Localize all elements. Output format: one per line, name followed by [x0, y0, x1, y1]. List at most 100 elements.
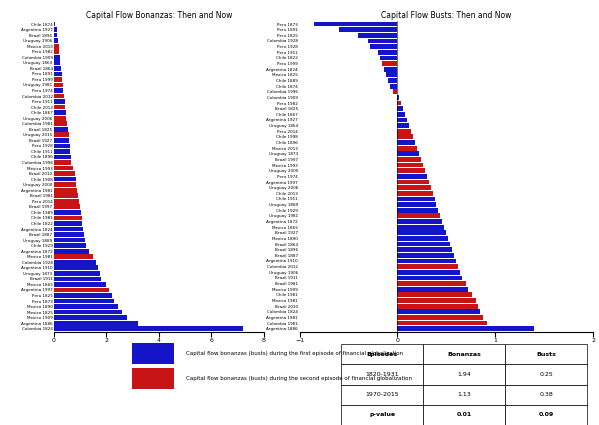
Bar: [397, 247, 452, 252]
Bar: [54, 260, 96, 265]
Bar: [54, 133, 68, 137]
Bar: [54, 249, 89, 254]
Bar: [54, 232, 84, 237]
Bar: [397, 230, 446, 235]
Bar: [314, 22, 397, 26]
Bar: [54, 243, 86, 248]
Bar: [397, 208, 438, 212]
Bar: [370, 44, 397, 49]
Bar: [397, 298, 476, 303]
Bar: [54, 288, 109, 292]
Bar: [132, 368, 174, 389]
Bar: [54, 254, 93, 259]
Bar: [397, 185, 431, 190]
Bar: [54, 110, 66, 115]
Bar: [388, 78, 397, 83]
Bar: [394, 89, 397, 94]
Bar: [397, 242, 450, 246]
Bar: [397, 270, 460, 275]
Bar: [54, 271, 100, 276]
Bar: [54, 155, 71, 159]
Bar: [397, 236, 448, 241]
Bar: [397, 304, 477, 309]
Bar: [54, 38, 58, 43]
Bar: [397, 292, 471, 297]
Bar: [54, 82, 63, 87]
Bar: [397, 275, 462, 281]
Bar: [54, 199, 78, 204]
Bar: [397, 95, 400, 100]
Bar: [54, 277, 101, 281]
Bar: [54, 122, 67, 126]
Bar: [358, 33, 397, 38]
Bar: [54, 221, 82, 226]
Bar: [54, 99, 65, 104]
Bar: [132, 343, 174, 364]
Bar: [54, 310, 122, 314]
Bar: [54, 293, 111, 298]
Bar: [54, 326, 243, 331]
Bar: [397, 174, 426, 179]
Bar: [54, 182, 77, 187]
Bar: [389, 84, 397, 88]
Bar: [54, 238, 85, 242]
Bar: [397, 202, 437, 207]
Bar: [54, 60, 60, 65]
Bar: [386, 72, 397, 77]
Bar: [54, 204, 80, 209]
Bar: [397, 180, 429, 184]
Title: Capital Flow Bonanzas: Then and Now: Capital Flow Bonanzas: Then and Now: [86, 11, 232, 20]
Bar: [54, 160, 71, 165]
Bar: [54, 55, 60, 60]
Bar: [54, 144, 69, 148]
Bar: [54, 210, 81, 215]
Bar: [397, 315, 483, 320]
Bar: [54, 266, 98, 270]
Bar: [397, 326, 534, 331]
Bar: [397, 123, 409, 128]
Bar: [397, 163, 423, 167]
Text: Capital flow bonanzas (busts) during the first episode of financial globalizatio: Capital flow bonanzas (busts) during the…: [186, 351, 403, 356]
Bar: [54, 88, 63, 93]
Bar: [397, 146, 417, 150]
Bar: [54, 149, 70, 154]
Bar: [54, 282, 107, 287]
Bar: [54, 227, 83, 231]
Bar: [397, 151, 419, 156]
Bar: [54, 49, 59, 54]
Bar: [383, 67, 397, 71]
Bar: [54, 177, 76, 181]
Bar: [54, 138, 69, 143]
Bar: [397, 258, 456, 264]
Bar: [54, 193, 78, 198]
Bar: [54, 22, 55, 26]
Bar: [54, 166, 73, 170]
Bar: [397, 196, 434, 201]
Bar: [397, 281, 466, 286]
Bar: [54, 116, 66, 121]
Bar: [397, 106, 403, 111]
Bar: [397, 309, 480, 314]
Bar: [397, 191, 432, 196]
Bar: [54, 304, 118, 309]
Bar: [54, 44, 59, 48]
Bar: [54, 315, 127, 320]
Bar: [54, 27, 56, 32]
Bar: [397, 225, 444, 230]
Bar: [397, 101, 401, 105]
Bar: [397, 320, 488, 326]
Bar: [397, 112, 405, 117]
Bar: [397, 134, 413, 139]
Bar: [397, 287, 468, 292]
Bar: [54, 71, 62, 76]
Bar: [380, 56, 397, 60]
Bar: [54, 94, 65, 99]
Bar: [397, 118, 407, 122]
Title: Capital Flow Busts: Then and Now: Capital Flow Busts: Then and Now: [381, 11, 512, 20]
Bar: [397, 129, 411, 133]
Bar: [382, 61, 397, 66]
Bar: [397, 253, 454, 258]
Bar: [397, 157, 421, 162]
Bar: [54, 105, 65, 110]
Bar: [397, 213, 440, 218]
